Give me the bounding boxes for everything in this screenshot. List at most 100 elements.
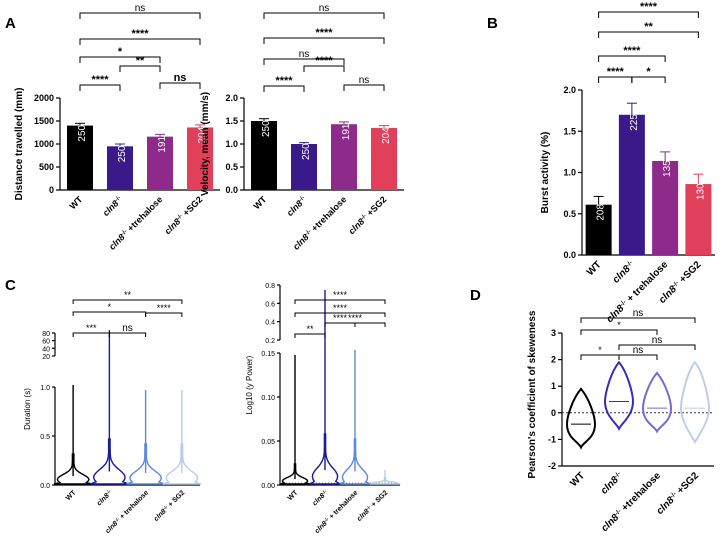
- y-axis-label: Velocity, mean (mm/s): [200, 92, 211, 196]
- significance-bracket-label: ****: [333, 303, 348, 313]
- panel-label-B: B: [487, 15, 498, 32]
- significance-bracket-line: [72, 332, 110, 337]
- bar-n-label: 225: [629, 114, 640, 131]
- violin-chart-4: 0.00 0.05 0.10 0.15 0.2 0.4 0.6 0.8 Log10 (y Pow…: [245, 283, 401, 535]
- violin: [53, 453, 93, 485]
- y-tick-label: 0.4: [265, 320, 275, 327]
- significance-bracket-line: [263, 85, 305, 92]
- significance-bracket-label: **: [644, 21, 653, 33]
- y-tick-label: 0.00: [261, 483, 275, 490]
- y-axis-label: Duration (s): [23, 388, 32, 430]
- significance-bracket-label: *: [108, 302, 112, 312]
- significance-bracket-line: [263, 12, 385, 19]
- y-tick-label: 3: [551, 328, 556, 338]
- significance-bracket-line: [108, 332, 147, 337]
- y-tick-label: 0.8: [265, 283, 275, 290]
- bar: [618, 114, 645, 255]
- significance-bracket-label: ****: [275, 75, 293, 87]
- violin-chart-5: -2 -1 0 1 2 3 Pearson's coefficient of skewene…: [527, 308, 714, 534]
- x-category-label: WT: [585, 259, 604, 278]
- bar: [67, 125, 93, 190]
- y-tick-label: 0.5: [225, 162, 238, 172]
- bar-n-label: 204: [381, 127, 392, 144]
- significance-bracket-label: ****: [333, 290, 348, 300]
- significance-bracket-line: [294, 312, 386, 317]
- significance-bracket-label: **: [306, 324, 314, 334]
- violin: [90, 438, 129, 485]
- y-tick-label: 2: [551, 355, 556, 365]
- y-tick-label: 80: [42, 331, 50, 338]
- significance-bracket-label: *: [617, 320, 621, 330]
- bar-n-label: 250: [77, 124, 88, 141]
- bar-n-label: 250: [117, 145, 128, 162]
- y-tick-label: 1: [551, 381, 556, 391]
- significance-bracket-label: ****: [640, 1, 658, 13]
- significance-bracket-label: ****: [333, 313, 348, 323]
- y-tick-label: 500: [39, 162, 54, 172]
- significance-bracket-label: *: [118, 46, 123, 58]
- bar: [187, 127, 213, 190]
- y-tick-label: 1500: [34, 116, 54, 126]
- x-category-label: cln8-/-: [285, 194, 309, 218]
- y-tick-label: 0.2: [265, 338, 275, 345]
- significance-bracket-line: [580, 354, 620, 360]
- significance-bracket-line: [580, 317, 696, 323]
- y-tick-label: 0.10: [261, 395, 275, 402]
- x-category-label: cln8-/- +SG2: [162, 194, 204, 236]
- violin: [162, 443, 202, 485]
- bar: [291, 144, 317, 190]
- violin: [603, 360, 635, 431]
- significance-bracket-line: [79, 84, 121, 91]
- significance-bracket-line: [618, 354, 658, 360]
- significance-bracket-line: [263, 58, 345, 65]
- x-category-label: cln8-/-: [610, 259, 637, 286]
- significance-bracket-line: [598, 55, 666, 62]
- y-axis-label: Burst activity (%): [540, 132, 551, 214]
- significance-bracket-label: ns: [633, 308, 644, 319]
- violin: [641, 371, 673, 434]
- y-tick-label: -2: [548, 461, 556, 471]
- bar-n-label: 135: [662, 160, 673, 177]
- significance-bracket-label: *: [598, 345, 602, 355]
- y-tick-label: 0.15: [261, 351, 275, 358]
- significance-bracket-label: ****: [315, 27, 333, 39]
- significance-bracket-line: [119, 65, 161, 72]
- bar: [685, 184, 712, 255]
- significance-bracket-label: ns: [135, 3, 146, 14]
- bar: [652, 160, 679, 255]
- bar-n-label: 191: [157, 136, 168, 153]
- x-category-label: cln8-/- + trehalose: [103, 488, 150, 535]
- x-category-label: cln8-/- +SG2: [346, 194, 388, 236]
- x-category-label: WT: [251, 194, 268, 211]
- bar-n-label: 204: [197, 126, 208, 143]
- bar: [147, 136, 173, 190]
- significance-bracket-line: [145, 312, 183, 317]
- y-tick-label: 0.0: [563, 250, 576, 260]
- significance-bracket-line: [294, 333, 326, 338]
- significance-bracket-label: ns: [122, 323, 133, 334]
- significance-bracket-line: [618, 344, 696, 350]
- y-axis-label: Distance travelled (mm): [14, 88, 25, 201]
- violin: [565, 387, 597, 450]
- bar-n-label: 250: [261, 120, 272, 137]
- x-category-label: cln8-/- + SG2: [355, 488, 390, 523]
- bar-n-label: 208: [596, 204, 607, 221]
- significance-bracket-label: ns: [652, 335, 663, 346]
- x-category-label: WT: [67, 194, 84, 211]
- significance-bracket-line: [79, 12, 201, 19]
- significance-bracket-label: ns: [633, 345, 644, 356]
- bar-chart-2: 0.0 0.5 1.0 1.5 2.0 Burst activity (%) 208 WT 22…: [540, 1, 715, 325]
- bar-chart-0: 0 500 1000 1500 2000 Distance travelled (mm) 2…: [14, 3, 220, 252]
- x-category-label: cln8-/-: [310, 488, 329, 507]
- y-tick-label: 2000: [34, 93, 54, 103]
- bar-n-label: 130: [695, 183, 706, 200]
- significance-bracket-label: ****: [315, 55, 333, 67]
- significance-bracket-line: [598, 11, 699, 18]
- x-category-label: cln8-/-: [101, 194, 125, 218]
- x-category-label: cln8-/- + SG2: [152, 488, 187, 523]
- bar-n-label: 191: [341, 123, 352, 140]
- y-tick-label: 1.5: [225, 116, 238, 126]
- significance-bracket-label: ****: [91, 74, 109, 86]
